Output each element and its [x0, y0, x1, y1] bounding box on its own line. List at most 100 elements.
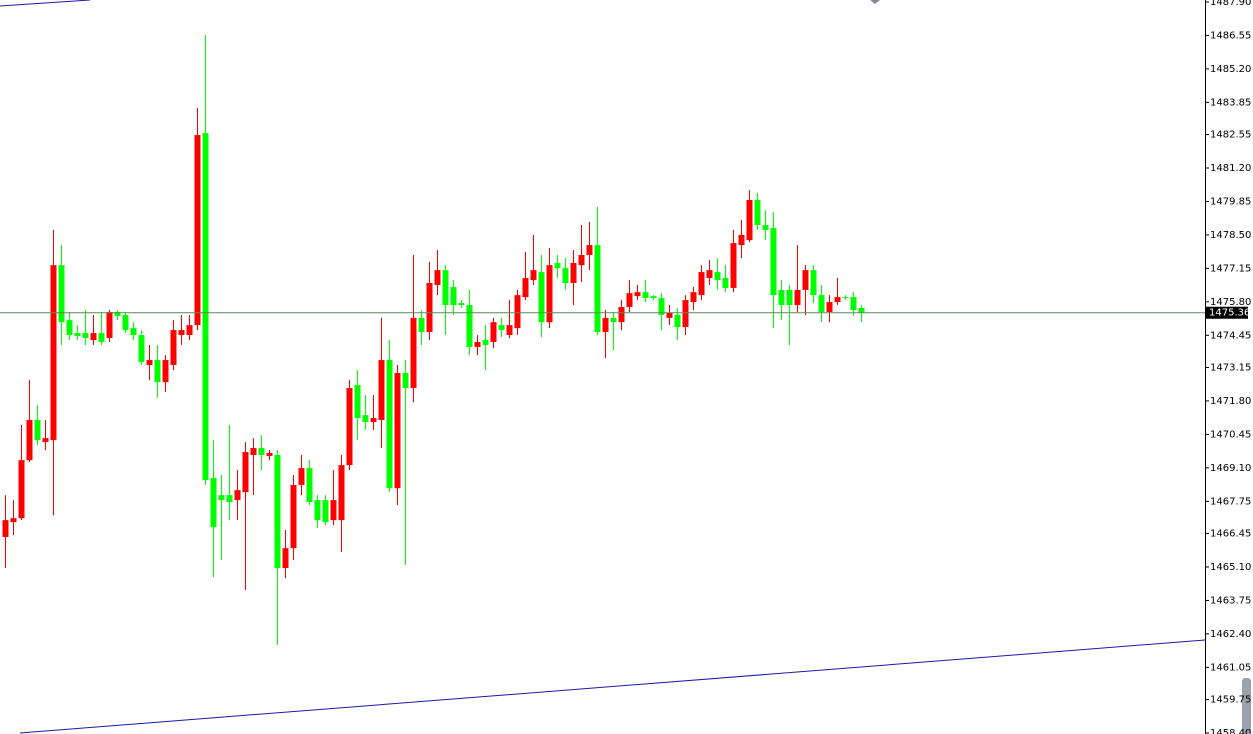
- candle-body: [626, 293, 633, 308]
- candle-body: [362, 415, 369, 423]
- candle-body: [58, 265, 65, 323]
- candle-body: [554, 262, 561, 269]
- candle-body: [290, 484, 297, 549]
- candle-body: [602, 317, 609, 333]
- candle-body: [50, 265, 57, 441]
- candle-body: [210, 478, 217, 528]
- candle-body: [722, 278, 729, 288]
- candle-body: [858, 308, 865, 313]
- trend-line: [0, 0, 91, 7]
- candle-body: [394, 372, 401, 489]
- candle-body: [26, 420, 33, 461]
- candle-body: [490, 322, 497, 342]
- candle-body: [562, 268, 569, 283]
- candle-body: [506, 325, 513, 336]
- y-tick-label: 1470.45: [1210, 429, 1251, 440]
- candle-body: [226, 495, 233, 503]
- candle-body: [306, 468, 313, 503]
- marker: [870, 0, 880, 4]
- candle-body: [786, 289, 793, 306]
- candle-body: [826, 302, 833, 312]
- candle-body: [538, 272, 545, 323]
- candle-body: [498, 325, 505, 331]
- candle-body: [250, 448, 257, 455]
- candle-body: [698, 272, 705, 296]
- candle-body: [130, 328, 137, 336]
- candle-body: [818, 295, 825, 312]
- candle-body: [194, 135, 201, 326]
- candle-body: [162, 360, 169, 383]
- candle-body: [74, 333, 81, 337]
- candle-body: [10, 518, 17, 523]
- y-tick-label: 1481.20: [1210, 163, 1251, 174]
- candle-body: [186, 325, 193, 336]
- y-tick-label: 1463.75: [1210, 595, 1251, 606]
- candle-body: [522, 278, 529, 298]
- candle-body: [298, 468, 305, 485]
- candle-body: [802, 270, 809, 290]
- y-tick-label: 1474.45: [1210, 330, 1251, 341]
- candle-body: [706, 270, 713, 279]
- candle-body: [218, 495, 225, 501]
- candle-body: [2, 520, 9, 537]
- candle-body: [178, 330, 185, 336]
- candle-body: [762, 225, 769, 230]
- candle-body: [402, 372, 409, 389]
- y-tick-label: 1467.75: [1210, 496, 1251, 507]
- y-tick-label: 1486.55: [1210, 30, 1251, 41]
- candle-body: [138, 335, 145, 363]
- y-tick-label: 1466.45: [1210, 529, 1251, 540]
- candle-body: [202, 133, 209, 480]
- candle-body: [322, 500, 329, 523]
- candle-body: [834, 297, 841, 303]
- candle-body: [842, 297, 849, 299]
- candle-body: [482, 339, 489, 345]
- candle-body: [754, 199, 761, 226]
- candle-body: [330, 500, 337, 521]
- candle-body: [594, 245, 601, 333]
- candle-body: [418, 317, 425, 333]
- candle-body: [18, 460, 25, 519]
- candle-body: [242, 451, 249, 493]
- candle-body: [154, 360, 161, 383]
- candle-body: [674, 314, 681, 328]
- candle-body: [378, 360, 385, 421]
- candle-body: [82, 333, 89, 339]
- candle-body: [274, 454, 281, 568]
- y-tick-label: 1478.50: [1210, 230, 1251, 241]
- candle-body: [98, 333, 105, 342]
- candle-body: [314, 500, 321, 521]
- candle-body: [634, 292, 641, 297]
- candle-body: [666, 312, 673, 318]
- y-tick-label: 1482.55: [1210, 130, 1251, 141]
- candle-body: [34, 420, 41, 441]
- candle-body: [90, 333, 97, 340]
- candle-body: [114, 311, 121, 316]
- candle-body: [810, 270, 817, 296]
- candle-body: [570, 262, 577, 283]
- candle-body: [66, 320, 73, 336]
- y-tick-label: 1458.40: [1210, 728, 1251, 734]
- candle-body: [426, 282, 433, 333]
- y-tick-label: 1487.90: [1210, 0, 1251, 8]
- candle-body: [338, 465, 345, 521]
- y-tick-label: 1483.85: [1210, 97, 1251, 108]
- scroll-handle: [1242, 678, 1251, 734]
- candle-body: [578, 254, 585, 266]
- y-tick-label: 1462.40: [1210, 629, 1251, 640]
- candle-body: [658, 298, 665, 315]
- candle-body: [442, 270, 449, 306]
- candle-body: [170, 330, 177, 366]
- candle-body: [266, 452, 273, 456]
- candle-body: [466, 305, 473, 347]
- y-tick-label: 1471.80: [1210, 396, 1251, 407]
- candle-body: [730, 243, 737, 288]
- candle-body: [682, 300, 689, 328]
- y-tick-label: 1461.05: [1210, 662, 1251, 673]
- candle-body: [106, 311, 113, 339]
- candle-body: [386, 360, 393, 489]
- candle-body: [650, 296, 657, 299]
- candle-body: [458, 303, 465, 306]
